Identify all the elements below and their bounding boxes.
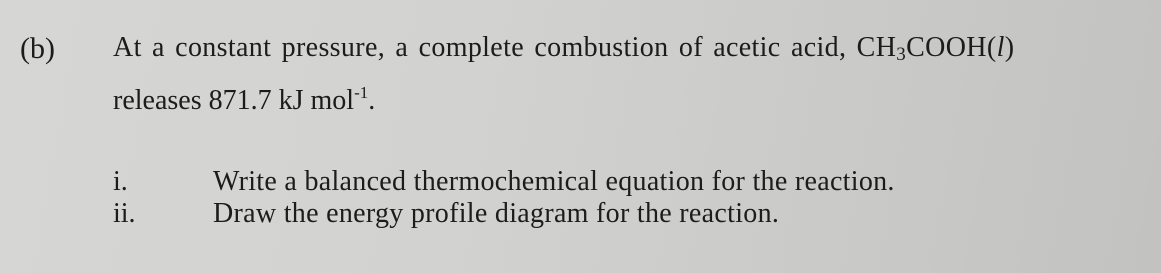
stem-text: releases 871.7 kJ mol <box>113 85 355 116</box>
item-number: ii. <box>113 198 136 229</box>
stem-line-2: releases 871.7 kJ mol-1. <box>113 84 375 115</box>
item-number: i. <box>113 166 128 197</box>
subscript: 3 <box>896 44 907 65</box>
item-text: Draw the energy profile diagram for the … <box>213 198 780 229</box>
italic-state: l <box>996 32 1005 63</box>
stem-text: COOH( <box>906 32 997 63</box>
stem-line-1: At a constant pressure, a complete combu… <box>113 32 1015 65</box>
superscript: -1 <box>354 83 369 102</box>
item-text: Write a balanced thermochemical equation… <box>213 166 895 197</box>
part-label: (b) <box>20 32 55 65</box>
stem-text: At a constant pressure, a complete combu… <box>113 32 897 63</box>
stem-text: ) <box>1004 32 1015 63</box>
stem-text: . <box>368 85 376 116</box>
